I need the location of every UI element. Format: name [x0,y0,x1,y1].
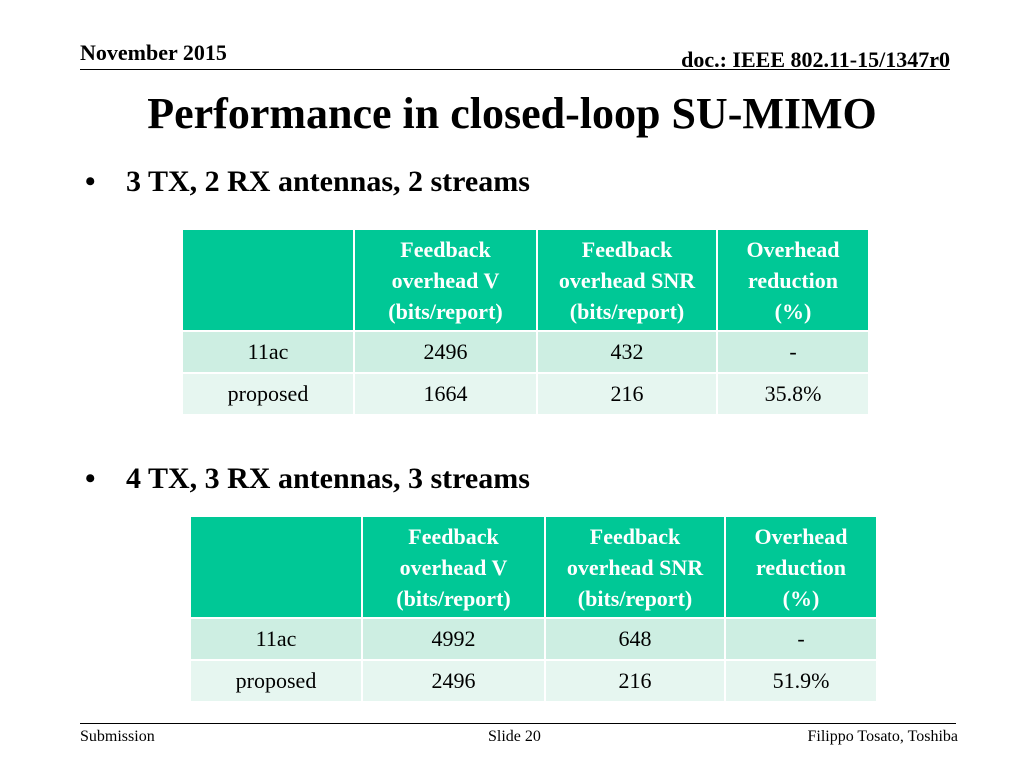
bullet-dot-icon: • [85,462,96,495]
table-cell: 11ac [183,332,355,374]
bullet-text: 3 TX, 2 RX antennas, 2 streams [126,165,530,198]
header-line: Feedback [400,236,491,262]
table-row: 11ac 4992 648 - [191,619,876,661]
bullet-text: 4 TX, 3 RX antennas, 3 streams [126,462,530,495]
header-line: Feedback [589,523,681,549]
table-row: proposed 2496 216 51.9% [191,661,876,703]
header-line: (%) [774,298,812,324]
table-header-row: Feedback overhead V (bits/report) Feedba… [191,517,876,619]
slide-title: Performance in closed-loop SU-MIMO [147,89,877,138]
overhead-table-1: Feedback overhead V (bits/report) Feedba… [183,230,868,416]
header-line: overhead SNR [558,267,696,293]
header-line: Feedback [581,236,673,262]
header-line: (bits/report) [396,585,511,611]
table-header-cell-empty [191,517,363,619]
header-line: Overhead [754,523,848,549]
footer-slide-number: Slide 20 [488,728,541,745]
header-line: reduction [747,267,839,293]
bullet-dot-icon: • [85,165,96,198]
header-line: reduction [755,554,847,580]
header-divider [80,69,950,70]
table-cell: 35.8% [718,374,868,416]
header-line: (bits/report) [577,585,693,611]
footer-submission: Submission [80,728,155,745]
table-cell: proposed [191,661,363,703]
table-header-cell-v: Feedback overhead V (bits/report) [363,517,546,619]
footer-divider [80,723,956,724]
table-cell: 2496 [363,661,546,703]
table-cell: 216 [538,374,718,416]
table-cell: proposed [183,374,355,416]
header-date: November 2015 [80,40,227,65]
header-line: overhead V [399,554,508,580]
header-line: Feedback [408,523,499,549]
header-line: (bits/report) [388,298,503,324]
table-header-cell-reduction: Overhead reduction (%) [718,230,868,332]
header-line: Overhead [746,236,840,262]
table-cell: 51.9% [726,661,876,703]
bullet-config-2: • 4 TX, 3 RX antennas, 3 streams [85,462,530,496]
table-cell: 4992 [363,619,546,661]
table-header-cell-snr: Feedback overhead SNR (bits/report) [546,517,726,619]
header-line: (bits/report) [569,298,685,324]
table-header-cell-empty [183,230,355,332]
table-header-cell-snr: Feedback overhead SNR (bits/report) [538,230,718,332]
table-cell: 1664 [355,374,538,416]
table-cell: 432 [538,332,718,374]
table-header-row: Feedback overhead V (bits/report) Feedba… [183,230,868,332]
overhead-table-2: Feedback overhead V (bits/report) Feedba… [191,517,876,703]
header-doc-id: doc.: IEEE 802.11-15/1347r0 [681,47,950,72]
table-cell: 2496 [355,332,538,374]
table-header-cell-v: Feedback overhead V (bits/report) [355,230,538,332]
footer-author: Filippo Tosato, Toshiba [807,728,958,745]
table-cell: - [726,619,876,661]
table-cell: 216 [546,661,726,703]
bullet-config-1: • 3 TX, 2 RX antennas, 2 streams [85,165,530,199]
table-cell: 648 [546,619,726,661]
header-line: overhead SNR [566,554,704,580]
table-cell: - [718,332,868,374]
header-line: (%) [782,585,820,611]
table-row: 11ac 2496 432 - [183,332,868,374]
table-header-cell-reduction: Overhead reduction (%) [726,517,876,619]
table-cell: 11ac [191,619,363,661]
header-line: overhead V [391,267,500,293]
table-row: proposed 1664 216 35.8% [183,374,868,416]
